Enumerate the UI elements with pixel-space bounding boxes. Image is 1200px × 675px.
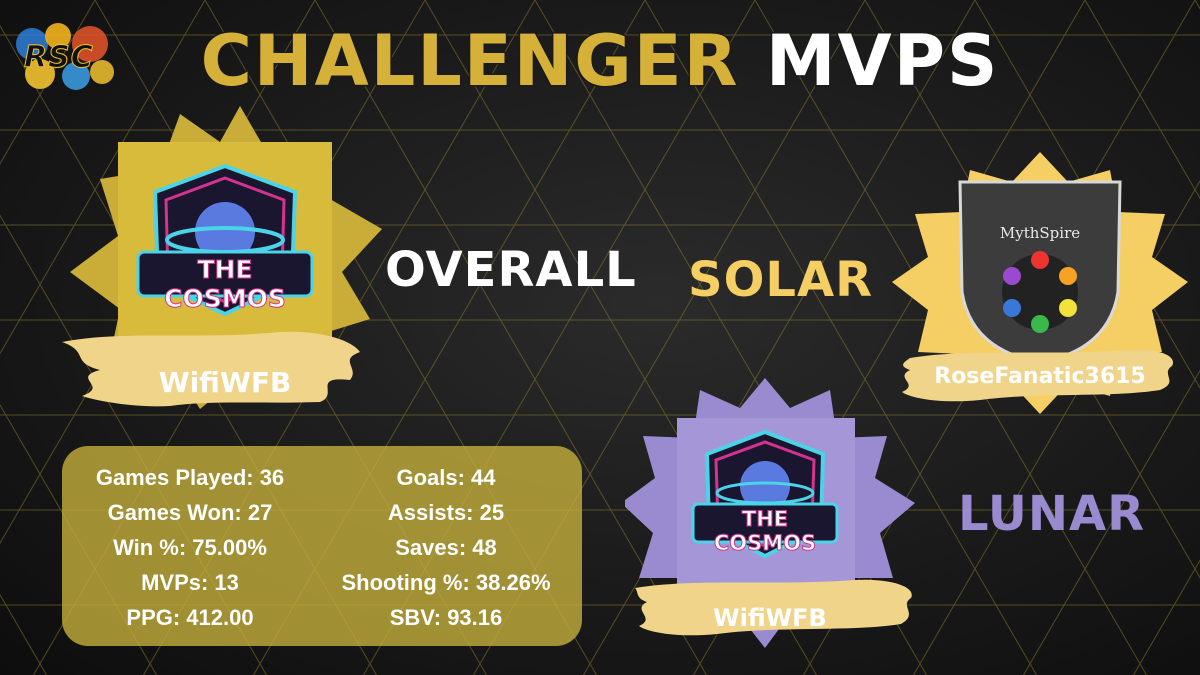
stats-column-left: Games Played: 36 Games Won: 27 Win %: 75…	[62, 460, 318, 635]
category-solar: SOLAR	[688, 252, 874, 308]
stat-ppg: PPG: 412.00	[126, 605, 254, 630]
overall-badge: THE COSMOS WifiWFB	[60, 104, 390, 444]
stat-mvps: MVPs: 13	[141, 570, 239, 595]
overall-stats-panel: Games Played: 36 Games Won: 27 Win %: 75…	[62, 446, 582, 646]
stat-sbv: SBV: 93.16	[389, 605, 503, 630]
category-lunar: LUNAR	[958, 486, 1146, 542]
page-title: CHALLENGER MVPS	[0, 18, 1200, 104]
solar-player-name: RoseFanatic3615	[934, 364, 1146, 389]
overall-team-logo-text: THE COSMOS	[164, 255, 287, 314]
lunar-player-name: WifiWFB	[713, 604, 827, 632]
title-mvps: MVPS	[764, 19, 1000, 104]
stat-saves: Saves: 48	[395, 535, 497, 560]
lunar-badge: THE COSMOS WifiWFB	[625, 378, 925, 670]
stat-games-played: Games Played: 36	[95, 465, 285, 490]
title-challenger: CHALLENGER	[199, 19, 740, 104]
stat-assists: Assists: 25	[387, 500, 505, 525]
overall-player-name: WifiWFB	[158, 366, 292, 399]
stat-shooting-percent: Shooting %: 38.26%	[341, 570, 551, 595]
rsc-logo-text: RSC	[24, 40, 94, 76]
stat-win-percent: Win %: 75.00%	[113, 535, 267, 560]
lunar-team-logo-text: THE COSMOS	[713, 507, 817, 556]
stat-games-won: Games Won: 27	[107, 500, 273, 525]
stats-column-right: Goals: 44 Assists: 25 Saves: 48 Shooting…	[310, 460, 582, 635]
stat-goals: Goals: 44	[396, 465, 496, 490]
category-overall: OVERALL	[385, 242, 637, 298]
solar-badge: MythSpire RoseFanatic3615	[890, 152, 1190, 414]
rsc-logo: RSC	[10, 22, 118, 94]
solar-team-logo-text: MythSpire	[999, 224, 1081, 242]
